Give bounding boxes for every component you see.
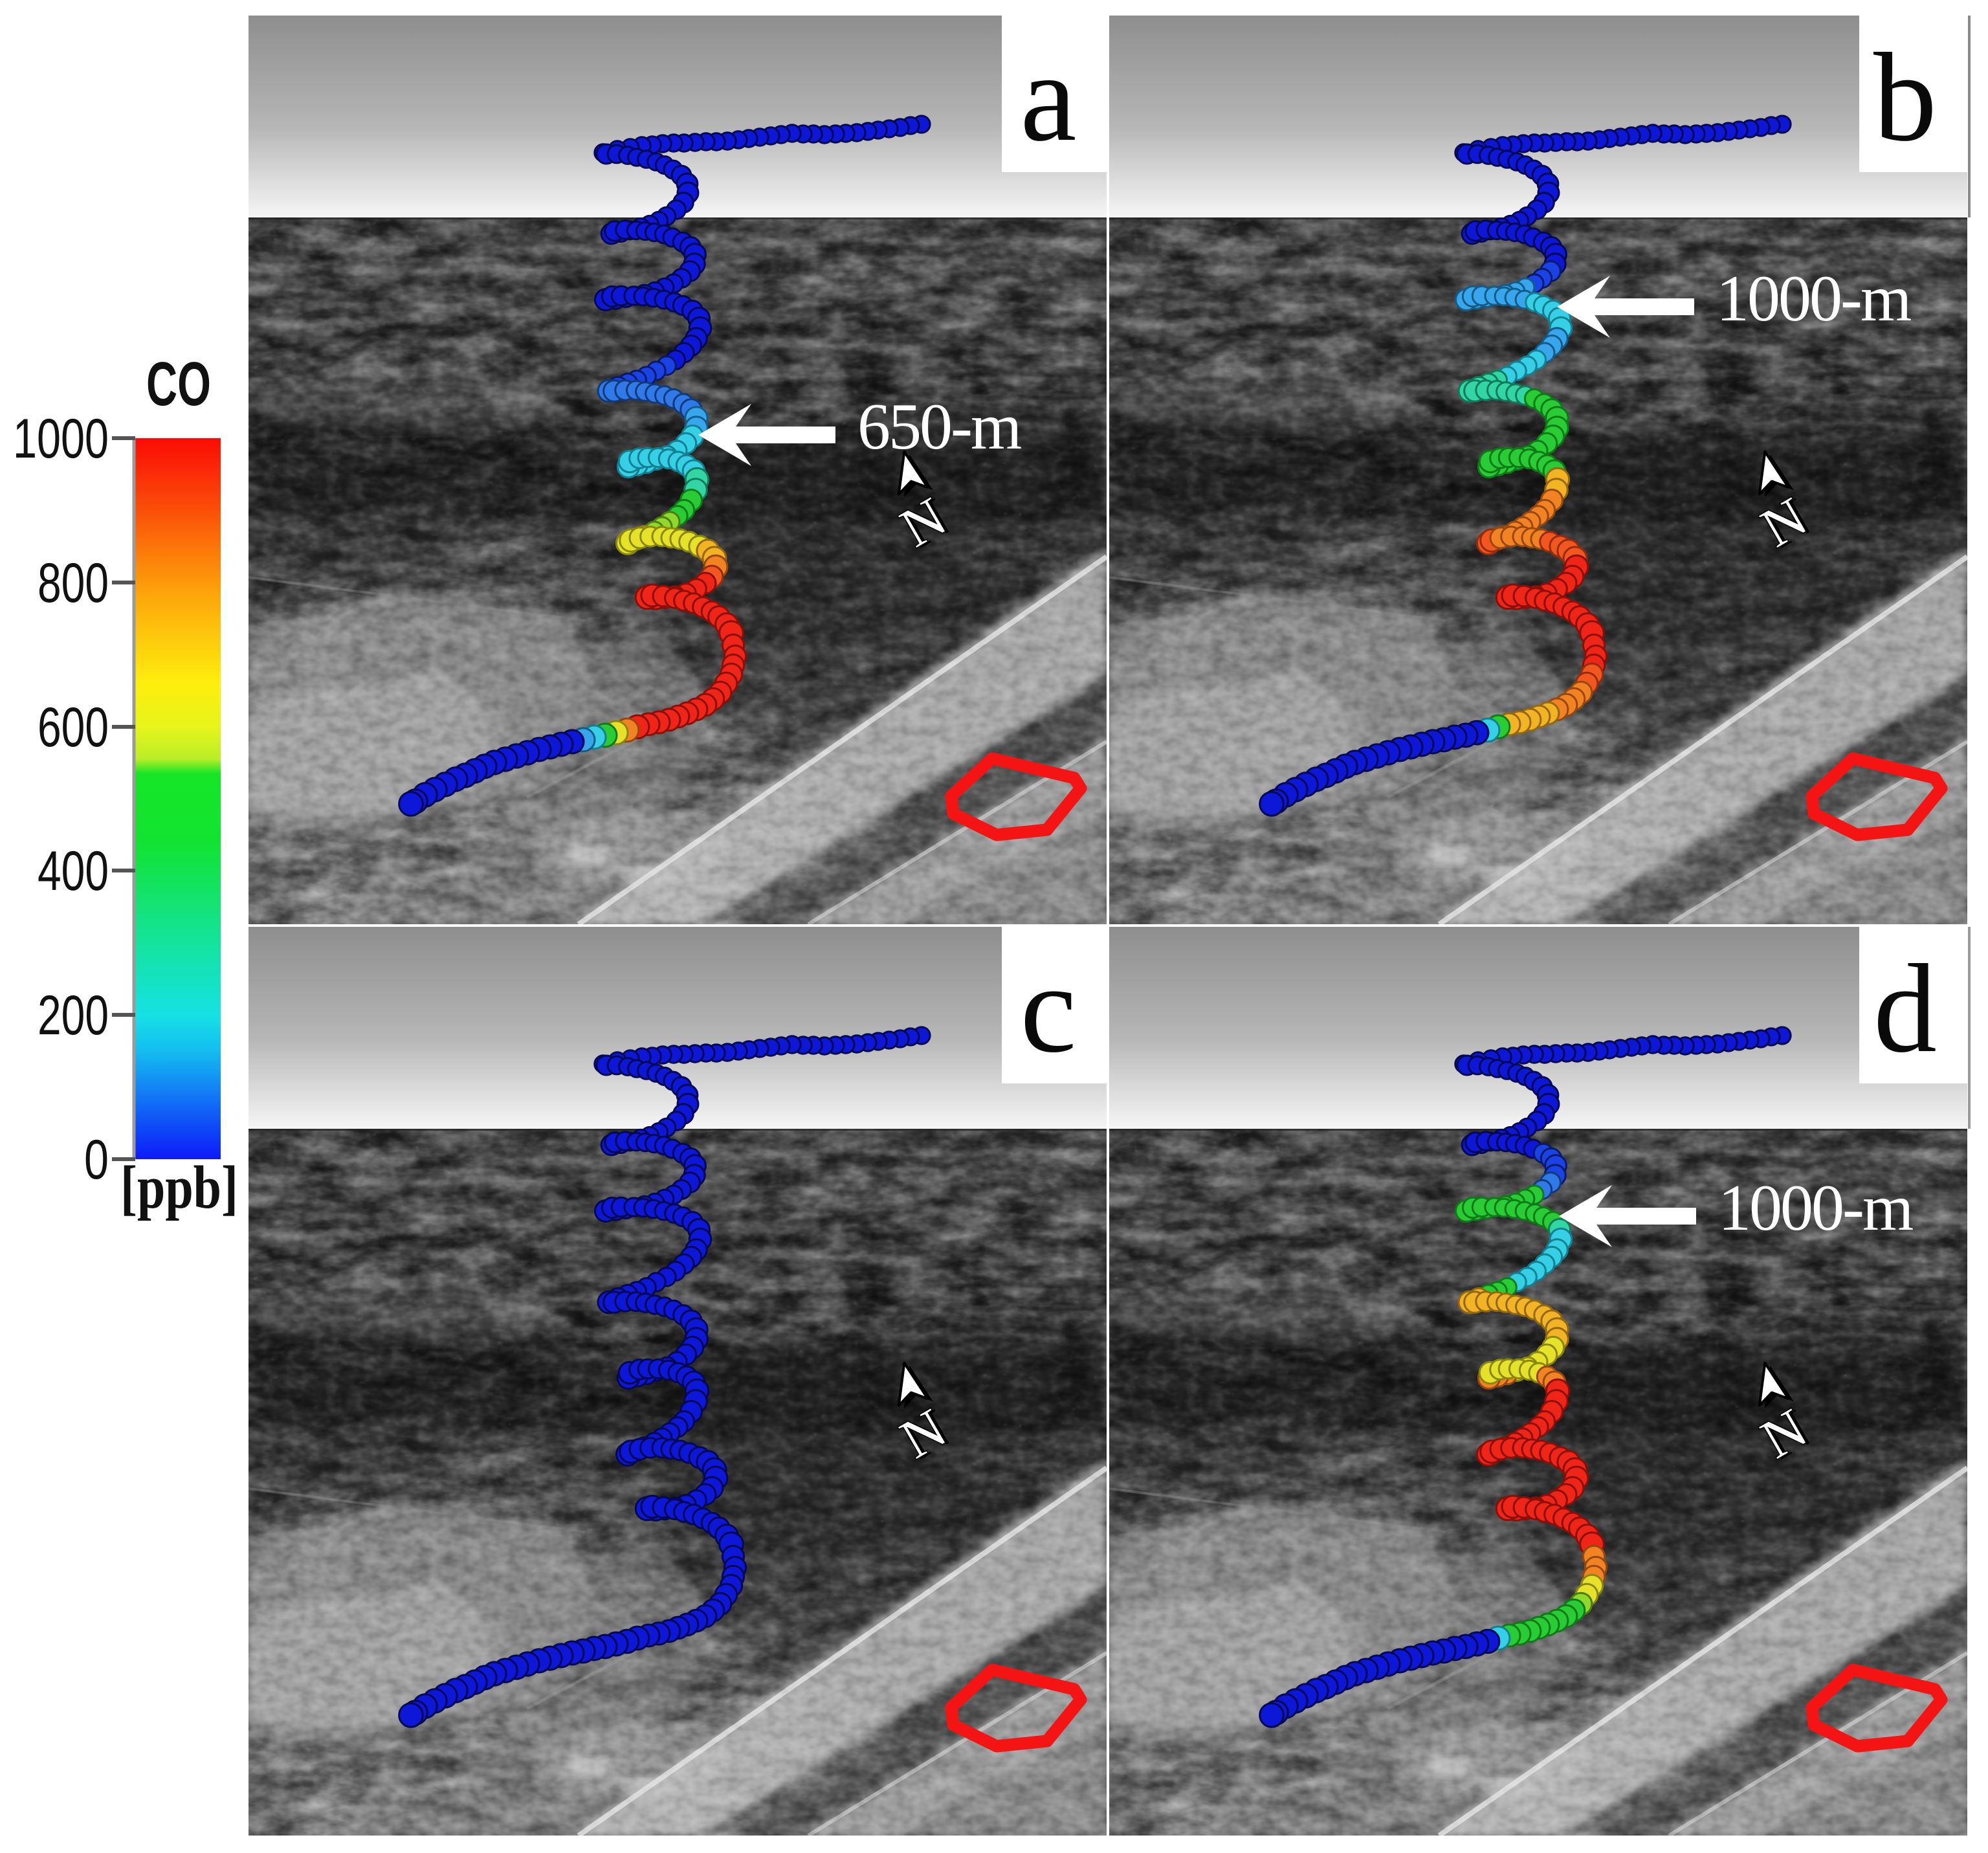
svg-text:d: d [1873,938,1937,1079]
svg-text:400: 400 [38,840,109,902]
svg-text:b: b [1873,27,1937,168]
svg-text:0: 0 [84,1129,109,1191]
svg-text:[ppb]: [ppb] [120,1154,238,1221]
svg-text:CO: CO [146,350,211,419]
svg-text:1000-m: 1000-m [1716,262,1911,335]
svg-text:800: 800 [38,552,109,614]
svg-text:1000-m: 1000-m [1718,1171,1913,1245]
svg-text:c: c [1021,938,1077,1079]
svg-text:600: 600 [38,696,109,759]
svg-text:200: 200 [38,984,109,1047]
svg-text:1000: 1000 [13,408,109,470]
svg-text:650-m: 650-m [857,390,1021,463]
svg-text:a: a [1021,27,1077,168]
